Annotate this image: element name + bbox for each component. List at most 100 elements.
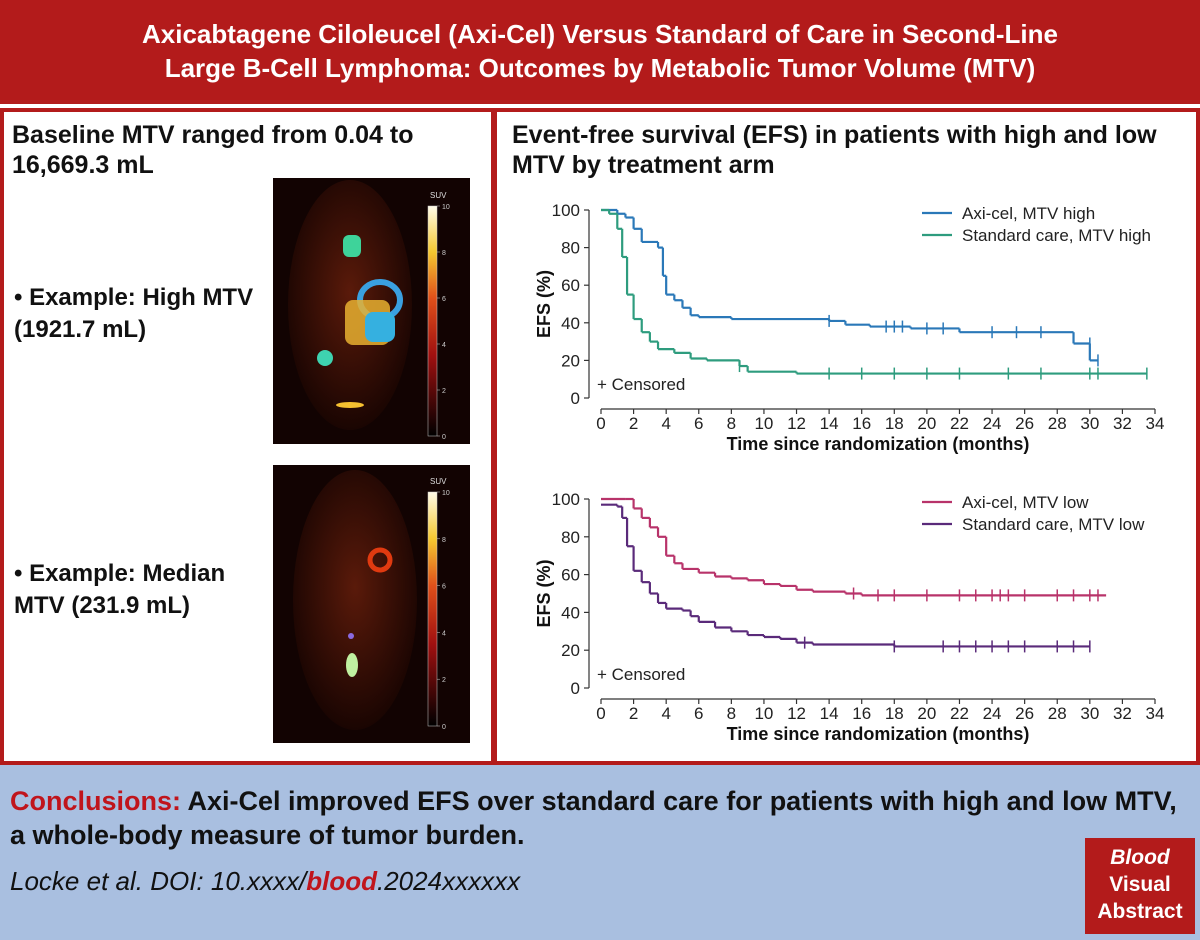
badge-line: Visual bbox=[1109, 873, 1171, 896]
colorbar-tick-label: 10 bbox=[442, 204, 450, 211]
x-tick-label: 0 bbox=[596, 414, 605, 433]
x-tick-label: 30 bbox=[1080, 704, 1099, 723]
colorbar-label: SUV bbox=[430, 477, 447, 486]
colorbar-tick-label: 10 bbox=[442, 490, 450, 497]
citation-prefix: Locke et al. DOI: 10.xxxx/ bbox=[10, 866, 307, 896]
x-tick-label: 8 bbox=[727, 704, 736, 723]
x-tick-label: 4 bbox=[661, 704, 670, 723]
legend-label: Standard care, MTV low bbox=[962, 515, 1145, 534]
x-tick-label: 20 bbox=[917, 704, 936, 723]
y-tick-label: 80 bbox=[561, 239, 580, 258]
y-tick-label: 40 bbox=[561, 603, 580, 622]
title-line: Axicabtagene Ciloleucel (Axi-Cel) Versus… bbox=[141, 19, 1058, 49]
x-tick-label: 16 bbox=[852, 704, 871, 723]
citation-suffix: .2024xxxxxx bbox=[377, 866, 521, 896]
x-tick-label: 6 bbox=[694, 414, 703, 433]
x-tick-label: 28 bbox=[1048, 704, 1067, 723]
y-tick-label: 100 bbox=[552, 490, 580, 509]
x-tick-label: 24 bbox=[983, 704, 1002, 723]
x-tick-label: 24 bbox=[983, 414, 1002, 433]
colorbar-tick-label: 2 bbox=[442, 677, 446, 684]
colorbar bbox=[427, 491, 438, 727]
legend-label: Standard care, MTV high bbox=[962, 226, 1151, 245]
example-label: • Example: High MTV (1921.7 mL) bbox=[14, 284, 254, 343]
colorbar-tick-label: 8 bbox=[442, 250, 446, 257]
y-tick-label: 60 bbox=[561, 566, 580, 585]
colorbar-tick-label: 4 bbox=[442, 630, 446, 637]
colorbar-tick-label: 0 bbox=[442, 724, 446, 731]
badge: Blood Visual Abstract bbox=[1085, 838, 1195, 934]
example-label: • Example: Median MTV (231.9 mL) bbox=[14, 560, 226, 619]
legend-label: Axi-cel, MTV low bbox=[962, 493, 1089, 512]
x-tick-label: 14 bbox=[820, 704, 839, 723]
badge-line: Abstract bbox=[1097, 900, 1183, 923]
x-tick-label: 10 bbox=[754, 704, 773, 723]
citation: Locke et al. DOI: 10.xxxx/blood.2024xxxx… bbox=[10, 866, 520, 897]
left-heading: Baseline MTV ranged from 0.04 to 16,669.… bbox=[12, 121, 414, 179]
x-axis-label: Time since randomization (months) bbox=[727, 434, 1030, 454]
x-tick-label: 32 bbox=[1113, 414, 1132, 433]
x-axis-label: Time since randomization (months) bbox=[727, 724, 1030, 744]
colorbar-tick-label: 4 bbox=[442, 342, 446, 349]
colorbar-label: SUV bbox=[430, 191, 447, 200]
x-tick-label: 18 bbox=[885, 704, 904, 723]
y-axis-label: EFS (%) bbox=[534, 559, 554, 627]
badge-line: Blood bbox=[1110, 846, 1170, 869]
annotation: + Censored bbox=[597, 665, 685, 684]
colorbar-tick-label: 6 bbox=[442, 584, 446, 591]
x-tick-label: 2 bbox=[629, 704, 638, 723]
colorbar bbox=[427, 205, 438, 437]
x-tick-label: 22 bbox=[950, 414, 969, 433]
x-tick-label: 6 bbox=[694, 704, 703, 723]
x-tick-label: 26 bbox=[1015, 704, 1034, 723]
y-tick-label: 0 bbox=[571, 679, 580, 698]
conclusion-text: Axi-Cel improved EFS over standard care … bbox=[10, 786, 1177, 850]
x-tick-label: 4 bbox=[661, 414, 670, 433]
x-tick-label: 14 bbox=[820, 414, 839, 433]
x-tick-label: 34 bbox=[1146, 414, 1165, 433]
y-tick-label: 20 bbox=[561, 641, 580, 660]
x-tick-label: 2 bbox=[629, 414, 638, 433]
conclusion: Conclusions: Axi-Cel improved EFS over s… bbox=[10, 784, 1180, 852]
colorbar-tick-label: 2 bbox=[442, 388, 446, 395]
conclusion-band bbox=[0, 765, 1200, 940]
x-tick-label: 16 bbox=[852, 414, 871, 433]
scan-median bbox=[273, 465, 470, 743]
y-tick-label: 40 bbox=[561, 314, 580, 333]
x-tick-label: 34 bbox=[1146, 704, 1165, 723]
y-tick-label: 20 bbox=[561, 351, 580, 370]
x-tick-label: 18 bbox=[885, 414, 904, 433]
x-tick-label: 10 bbox=[754, 414, 773, 433]
y-tick-label: 80 bbox=[561, 528, 580, 547]
conclusion-label: Conclusions: bbox=[10, 786, 182, 816]
y-axis-label: EFS (%) bbox=[534, 270, 554, 338]
legend-label: Axi-cel, MTV high bbox=[962, 204, 1095, 223]
x-tick-label: 26 bbox=[1015, 414, 1034, 433]
y-tick-label: 60 bbox=[561, 276, 580, 295]
right-heading: Event-free survival (EFS) in patients wi… bbox=[512, 121, 1157, 179]
colorbar-tick-label: 6 bbox=[442, 296, 446, 303]
y-tick-label: 100 bbox=[552, 201, 580, 220]
x-tick-label: 32 bbox=[1113, 704, 1132, 723]
scan-high bbox=[273, 178, 470, 444]
x-tick-label: 0 bbox=[596, 704, 605, 723]
x-tick-label: 12 bbox=[787, 414, 806, 433]
colorbar-tick-label: 8 bbox=[442, 537, 446, 544]
x-tick-label: 30 bbox=[1080, 414, 1099, 433]
y-tick-label: 0 bbox=[571, 389, 580, 408]
header: Axicabtagene Ciloleucel (Axi-Cel) Versus… bbox=[0, 0, 1200, 104]
title-line: Large B-Cell Lymphoma: Outcomes by Metab… bbox=[164, 53, 1036, 83]
x-tick-label: 20 bbox=[917, 414, 936, 433]
x-tick-label: 22 bbox=[950, 704, 969, 723]
x-tick-label: 8 bbox=[727, 414, 736, 433]
x-tick-label: 12 bbox=[787, 704, 806, 723]
colorbar-tick-label: 0 bbox=[442, 434, 446, 441]
right-panel bbox=[493, 108, 1200, 765]
x-tick-label: 28 bbox=[1048, 414, 1067, 433]
annotation: + Censored bbox=[597, 375, 685, 394]
citation-journal: blood bbox=[306, 866, 377, 896]
